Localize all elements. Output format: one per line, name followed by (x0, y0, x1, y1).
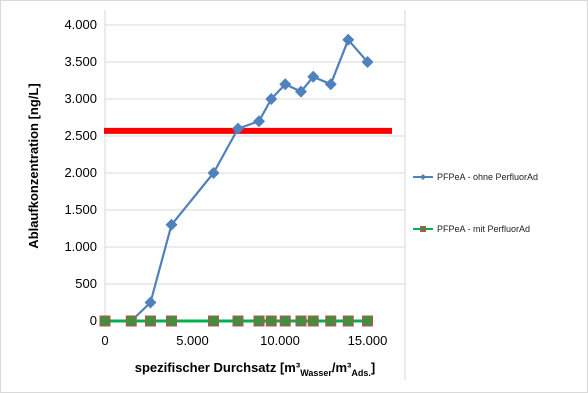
data-point-1-7 (265, 315, 277, 327)
x-axis-title-mid: /m³ (332, 360, 352, 375)
data-point-0-11 (342, 33, 355, 46)
series-1 (99, 315, 373, 327)
y-tick-label-1: 500 (75, 276, 97, 291)
data-point-1-3 (166, 315, 177, 327)
y-tick-label-3: 1.500 (64, 202, 97, 217)
x-axis-title-sub-ads: Ads. (351, 368, 371, 378)
y-axis-ticks: 0 500 1.000 1.500 2.000 2.500 3.000 3.500 4.000 (64, 17, 97, 328)
data-point-0-4 (232, 122, 244, 135)
x-axis-title-sub-wasser: Wasser (300, 368, 332, 378)
legend-label-ohne: PFPeA - ohne PerfluorAd (437, 172, 538, 182)
y-axis-title: Ablaufkonzentration [ng/L] (26, 83, 41, 248)
data-point-0-7 (279, 78, 292, 91)
legend-entry-ohne: PFPeA - ohne PerfluorAd (413, 172, 538, 182)
data-point-0-8 (295, 85, 307, 98)
y-tick-label-7: 3.500 (64, 54, 97, 69)
data-point-1-2 (145, 315, 156, 327)
data-point-1-0 (99, 315, 111, 327)
y-tick-label-6: 3.000 (64, 91, 97, 106)
legend-entry-mit: PFPeA - mit PerfluorAd (413, 224, 530, 234)
data-point-1-6 (253, 315, 265, 327)
x-tick-label-3: 15.000 (348, 333, 388, 348)
data-point-1-13 (362, 315, 373, 327)
x-tick-label-2: 10.000 (260, 333, 300, 348)
x-axis-title-end: ] (371, 360, 375, 375)
data-point-0-12 (361, 56, 374, 68)
data-point-1-8 (279, 315, 291, 327)
data-point-0-10 (324, 78, 337, 91)
data-point-1-12 (342, 315, 354, 327)
data-point-0-6 (265, 93, 278, 105)
x-tick-label-1: 5.000 (176, 333, 209, 348)
legend-swatch-marker-ohne (420, 174, 426, 180)
data-point-1-5 (232, 315, 244, 327)
data-point-1-1 (125, 315, 137, 327)
data-point-0-1 (144, 296, 157, 309)
data-point-0-2 (165, 218, 178, 231)
data-point-0-3 (207, 167, 220, 179)
series-0 (125, 33, 374, 327)
y-tick-label-8: 4.000 (64, 17, 97, 32)
x-axis-title: spezifischer Durchsatz [m³Wasser/m³Ads.] (135, 360, 375, 378)
y-tick-label-4: 2.000 (64, 165, 97, 180)
data-point-1-4 (208, 315, 219, 327)
x-tick-label-0: 0 (101, 333, 108, 348)
legend-label-mit: PFPeA - mit PerfluorAd (437, 224, 530, 234)
data-point-0-5 (253, 115, 265, 128)
legend: PFPeA - ohne PerfluorAd PFPeA - mit Perf… (413, 172, 538, 234)
x-axis-title-main: spezifischer Durchsatz [m³ (135, 360, 301, 375)
y-tick-label-2: 1.000 (64, 239, 97, 254)
y-tick-label-5: 2.500 (64, 128, 97, 143)
gridlines (105, 24, 405, 285)
y-tick-label-0: 0 (90, 313, 97, 328)
legend-swatch-marker-mit (420, 226, 426, 232)
data-point-1-10 (307, 315, 319, 327)
data-point-1-11 (325, 315, 337, 327)
data-point-1-9 (295, 315, 307, 327)
series-layer (99, 33, 374, 327)
x-axis-ticks: 0 5.000 10.000 15.000 (101, 333, 387, 348)
data-point-0-9 (307, 70, 320, 83)
